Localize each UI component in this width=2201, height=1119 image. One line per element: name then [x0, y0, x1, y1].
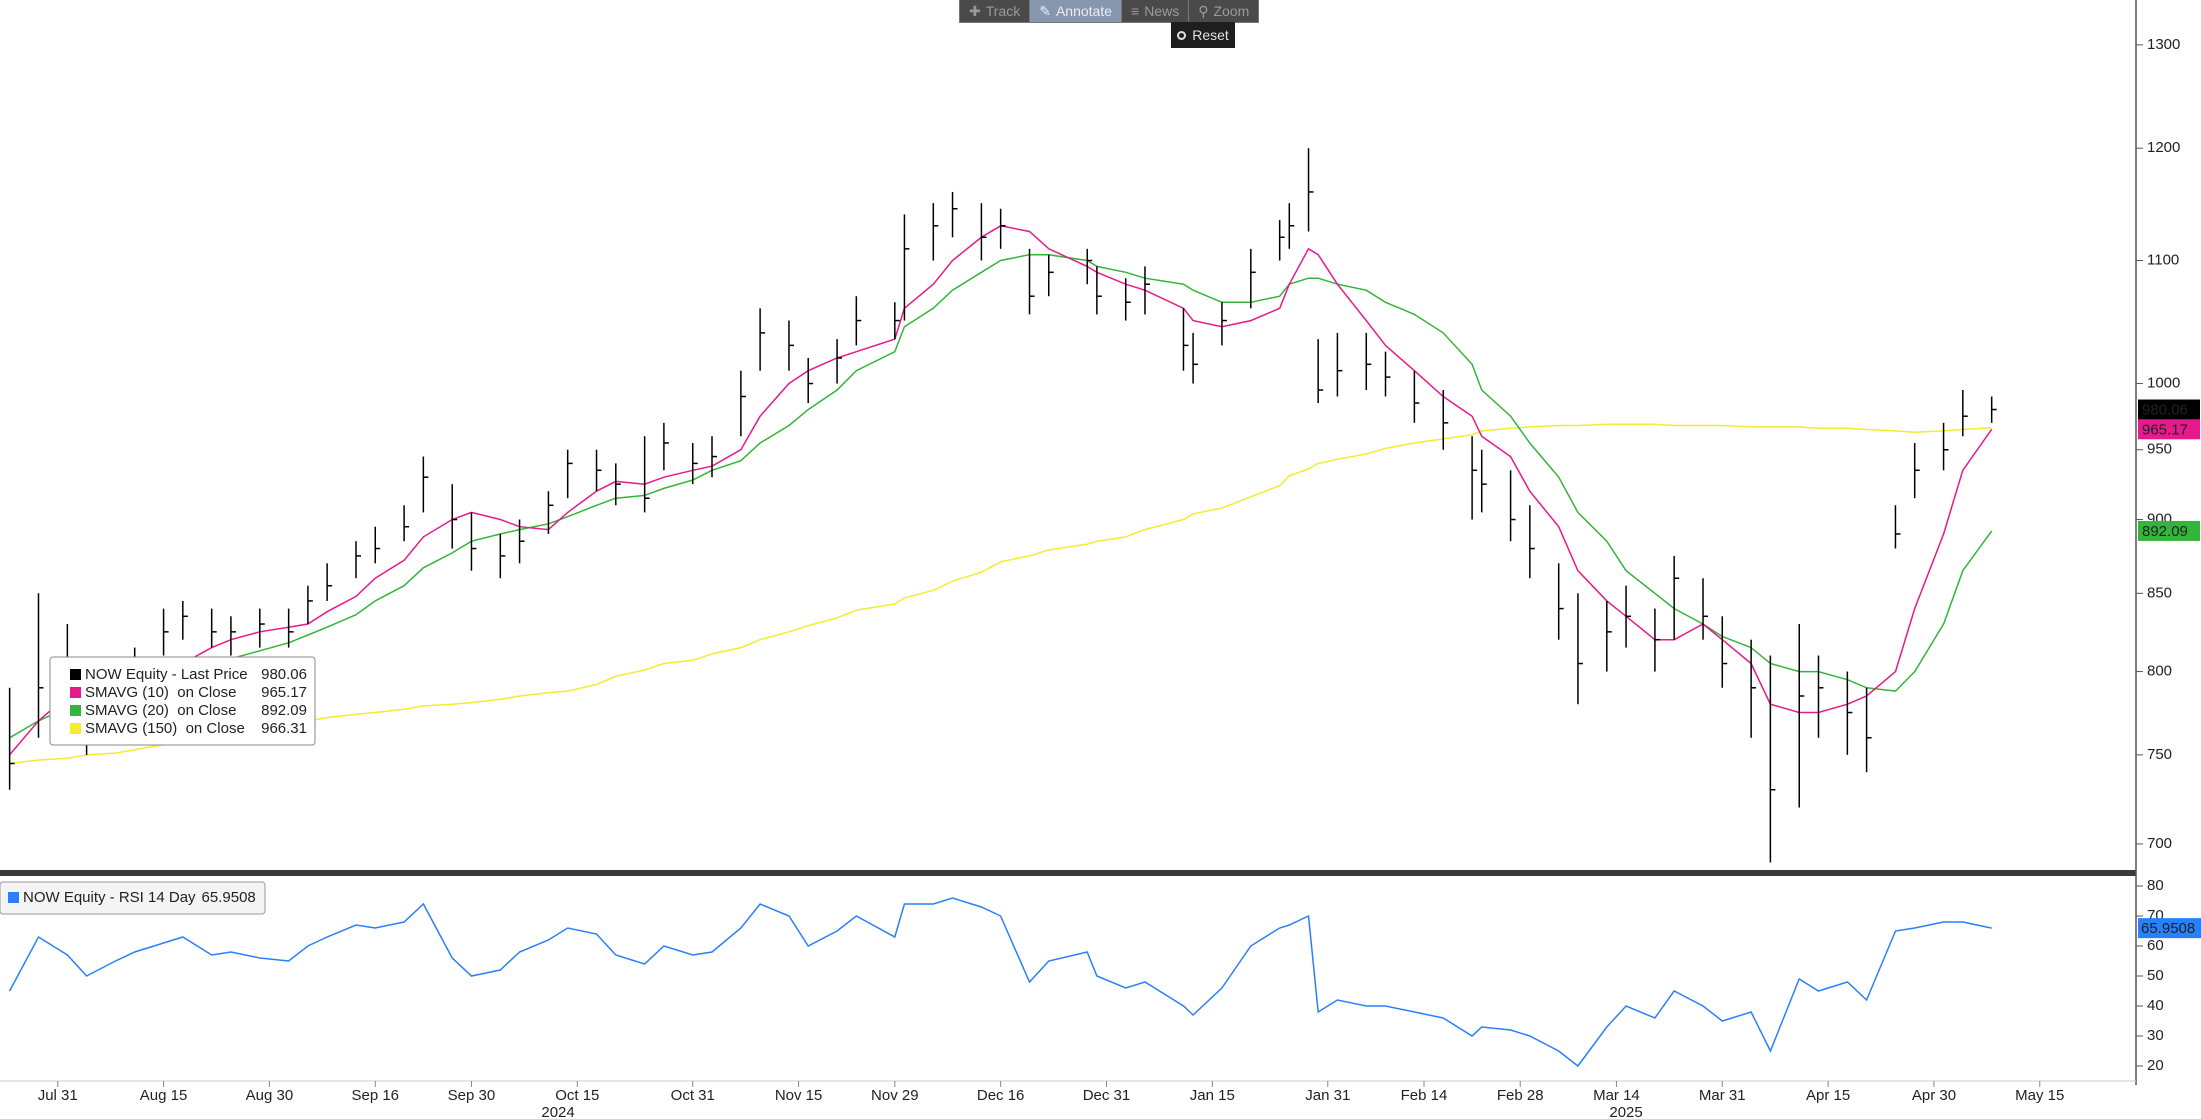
legend-label: SMAVG (150) on Close [85, 720, 245, 737]
x-tick-label: May 15 [2015, 1087, 2064, 1104]
x-tick-label: Dec 16 [977, 1087, 1025, 1104]
x-tick-label: Sep 30 [448, 1087, 496, 1104]
moving-average-line [9, 253, 1993, 739]
reset-button[interactable]: Reset [1171, 22, 1235, 48]
value-badge-label: 65.9508 [2141, 920, 2195, 937]
legend: NOW Equity - Last Price 980.06 SMAVG (10) … [49, 656, 316, 746]
x-tick-label: Feb 14 [1401, 1087, 1448, 1104]
icon: ≡ [1131, 3, 1140, 19]
legend-value: 892.09 [261, 702, 307, 719]
rsi-line [8, 897, 1992, 1068]
label: Zoom [1213, 3, 1250, 19]
y-tick-label: 1300 [2147, 36, 2180, 53]
legend-swatch [70, 669, 81, 680]
year-label: 2025 [1609, 1104, 1642, 1119]
x-tick-label: Jan 15 [1190, 1087, 1235, 1104]
value-badge [2138, 399, 2200, 420]
annotate-button[interactable]: ✎ Annotate [1030, 0, 1123, 22]
y-tick-label: 50 [2147, 967, 2164, 984]
legend-label: SMAVG (20) on Close [85, 702, 236, 719]
track-button[interactable]: ✚ Track [960, 0, 1031, 22]
value-badge [2138, 520, 2200, 541]
label: Track [985, 3, 1021, 19]
x-tick-label: Mar 31 [1699, 1087, 1746, 1104]
x-tick-label: Sep 16 [351, 1087, 399, 1104]
label: Reset [1192, 27, 1229, 43]
y-tick-label: 1200 [2147, 139, 2180, 156]
value-badge [2138, 419, 2200, 440]
x-tick-label: Oct 15 [555, 1087, 599, 1104]
x-tick-label: Oct 31 [671, 1087, 715, 1104]
legend-box [0, 881, 266, 915]
label: Annotate [1055, 3, 1113, 19]
legend-swatch [8, 892, 19, 903]
value-badge [2138, 918, 2201, 939]
x-tick-label: Feb 28 [1497, 1087, 1544, 1104]
y-tick-label: 80 [2147, 877, 2164, 894]
legend-value: 965.17 [261, 684, 307, 701]
icon: ✎ [1039, 2, 1051, 19]
x-tick-label: Nov 29 [871, 1087, 919, 1104]
legend-swatch [70, 705, 81, 716]
x-tick-label: Dec 31 [1083, 1087, 1131, 1104]
label: News [1144, 3, 1180, 19]
y-tick-label: 1100 [2147, 251, 2179, 268]
legend-box [49, 656, 316, 746]
y-tick-label: 1000 [2147, 375, 2180, 392]
y-tick-label: 750 [2147, 746, 2172, 763]
y-tick-label: 20 [2147, 1057, 2164, 1074]
value-badge-label: 980.06 [2142, 402, 2188, 419]
x-tick-label: Jul 31 [38, 1087, 78, 1104]
toolbar: ✚ Track ✎ Annotate ≡ News ⚲ Zoom [959, 0, 1260, 23]
legend-name: NOW Equity - RSI 14 Day [23, 889, 196, 906]
value-badge-label: 965.17 [2142, 421, 2188, 438]
news-button[interactable]: ≡ News [1122, 0, 1190, 22]
legend-label: SMAVG (10) on Close [85, 684, 236, 701]
y-tick-label: 40 [2147, 997, 2164, 1014]
x-tick-label: Apr 15 [1806, 1087, 1850, 1104]
x-tick-label: Mar 14 [1593, 1087, 1640, 1104]
icon: ✚ [969, 2, 981, 19]
zoom-button[interactable]: ⚲ Zoom [1189, 0, 1258, 22]
y-tick-label: 850 [2147, 584, 2172, 601]
x-tick-label: Aug 30 [246, 1087, 294, 1104]
legend-label: NOW Equity - Last Price [85, 666, 248, 683]
legend-swatch [70, 723, 81, 734]
y-tick-label: 700 [2147, 835, 2172, 852]
y-tick-label: 950 [2147, 441, 2172, 458]
value-badge-label: 892.09 [2142, 523, 2188, 540]
x-tick-label: Jan 31 [1305, 1087, 1350, 1104]
y-tick-label: 30 [2147, 1027, 2164, 1044]
legend: NOW Equity - RSI 14 Day 65.9508 [0, 881, 266, 915]
icon: ⚲ [1198, 2, 1209, 19]
y-tick-label: 800 [2147, 663, 2172, 680]
legend-swatch [70, 687, 81, 698]
moving-average-line [9, 423, 1992, 765]
legend-value: 966.31 [261, 720, 307, 737]
legend-value: 65.9508 [202, 889, 256, 906]
x-tick-label: Nov 15 [775, 1087, 823, 1104]
legend-value: 980.06 [261, 666, 307, 683]
year-label: 2024 [541, 1104, 574, 1119]
x-tick-label: Aug 15 [140, 1087, 188, 1104]
y-tick-label: 60 [2147, 937, 2164, 954]
x-tick-label: Apr 30 [1912, 1087, 1956, 1104]
icon [1177, 30, 1187, 40]
panel-separator [0, 870, 2136, 876]
legend-label: NOW Equity - RSI 14 Day 65.9508 [23, 889, 256, 906]
